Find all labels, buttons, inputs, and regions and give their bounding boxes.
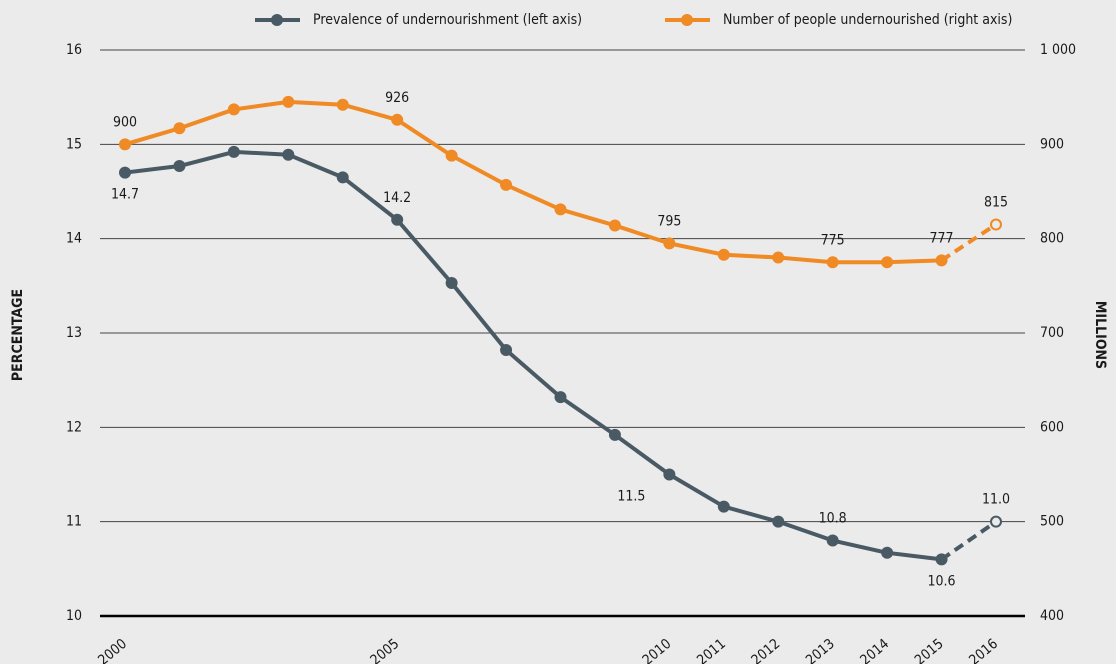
data-point — [173, 160, 186, 173]
data-point — [391, 113, 404, 126]
data-point — [119, 166, 131, 179]
data-point — [445, 277, 458, 290]
data-point — [990, 218, 1002, 231]
data-point — [554, 203, 567, 216]
data-point — [717, 248, 730, 261]
y2-tick-label: 1 000 — [1040, 42, 1076, 58]
legend-marker — [681, 14, 693, 26]
y-tick-label: 15 — [66, 136, 82, 152]
data-label: 10.6 — [928, 573, 956, 589]
data-point — [336, 98, 349, 111]
y2-tick-label: 900 — [1040, 136, 1064, 152]
data-point — [663, 468, 676, 481]
data-point — [935, 553, 948, 566]
y2-tick-label: 800 — [1040, 231, 1064, 247]
y-tick-label: 11 — [66, 514, 82, 530]
data-label: 14.2 — [383, 190, 411, 206]
data-point — [881, 256, 894, 269]
y-tick-label: 14 — [66, 231, 82, 247]
data-label: 775 — [821, 232, 845, 248]
data-point — [554, 391, 567, 404]
data-point — [282, 148, 295, 161]
data-label: 11.5 — [617, 489, 645, 505]
legend-marker — [271, 14, 283, 26]
data-label: 926 — [385, 90, 409, 106]
series-line — [124, 99, 942, 265]
y-tick-label: 10 — [66, 608, 82, 624]
y-tick-label: 12 — [66, 419, 82, 435]
data-label: 900 — [113, 114, 137, 130]
data-point — [500, 343, 513, 356]
data-point — [336, 171, 349, 184]
projected-line — [940, 520, 998, 562]
y-tick-label: 16 — [66, 42, 82, 58]
data-point — [772, 515, 785, 528]
data-point — [119, 138, 131, 151]
data-point — [772, 251, 785, 264]
y2-tick-label: 600 — [1040, 419, 1064, 435]
y-tick-label: 13 — [66, 325, 82, 341]
y2-tick-label: 500 — [1040, 514, 1064, 530]
data-point — [826, 534, 839, 547]
data-label: 777 — [930, 230, 954, 246]
y2-axis-title: MILLIONS — [1092, 301, 1108, 369]
data-label: 815 — [984, 195, 1008, 211]
data-point — [282, 95, 295, 108]
y-axis-title: PERCENTAGE — [10, 289, 26, 381]
data-label: 10.8 — [819, 511, 847, 527]
data-point — [717, 500, 730, 513]
y2-tick-label: 400 — [1040, 608, 1064, 624]
data-point — [826, 256, 839, 269]
data-point — [881, 546, 894, 559]
data-point — [608, 219, 621, 232]
legend-label: Prevalence of undernourishment (left axi… — [313, 12, 582, 28]
data-point — [227, 103, 240, 116]
data-label: 14.7 — [111, 187, 139, 203]
data-point — [990, 515, 1002, 528]
data-point — [391, 213, 404, 226]
legend-label: Number of people undernourished (right a… — [723, 12, 1012, 28]
data-point — [935, 254, 948, 267]
data-point — [663, 237, 676, 250]
data-point — [173, 122, 186, 135]
y2-tick-label: 700 — [1040, 325, 1064, 341]
data-point — [227, 145, 240, 158]
data-label: 11.0 — [982, 492, 1010, 508]
series-line — [124, 149, 942, 562]
data-point — [500, 178, 513, 191]
data-point — [608, 428, 621, 441]
projected-line — [940, 222, 998, 263]
data-point — [445, 149, 458, 162]
data-label: 795 — [657, 213, 681, 229]
